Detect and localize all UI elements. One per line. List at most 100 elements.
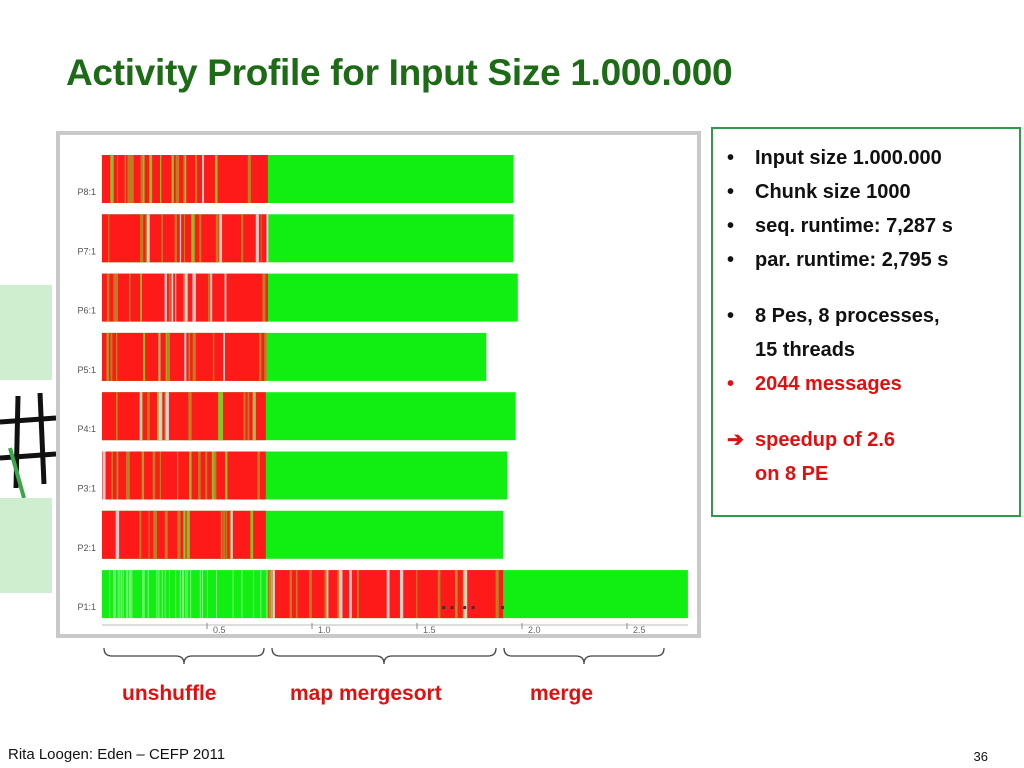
- bar-stripe: [266, 570, 268, 619]
- bar-stripe: [241, 570, 243, 619]
- info-item-label: par. runtime: 2,795 s: [755, 249, 949, 271]
- bullet-icon: •: [727, 373, 735, 395]
- bar-stripe: [148, 510, 150, 559]
- bar-stripe: [113, 570, 115, 619]
- bar-stripe: [295, 570, 298, 619]
- bar-stripe: [213, 451, 217, 500]
- chart-svg: 0.5 1.0 1.5 2.0 2.5 P8:1 P7:1 P6:1 P5:1 P4:1 P3:1 P…: [77, 155, 688, 634]
- bar-stripe: [339, 570, 343, 619]
- bar-stripe: [110, 155, 114, 203]
- bar-stripe: [160, 155, 162, 203]
- bar-stripe: [183, 273, 185, 322]
- bar-stripe: [259, 332, 262, 381]
- bar-stripe: [109, 570, 111, 619]
- info-spacer: [727, 401, 953, 423]
- bar-stripe: [324, 570, 328, 619]
- message-marker: [501, 606, 504, 610]
- bar-stripe: [177, 510, 181, 559]
- bar-stripe: [170, 273, 172, 322]
- bar-stripe: [108, 214, 110, 263]
- decorative-block-top: [0, 285, 52, 380]
- bar-stripe: [142, 155, 145, 203]
- x-tick-label: 2.0: [528, 625, 541, 634]
- bar-stripe: [226, 510, 228, 559]
- bar-stripe: [183, 510, 186, 559]
- bar-stripe: [127, 155, 131, 203]
- bar-stripe: [253, 392, 256, 441]
- bar-stripe: [183, 570, 185, 619]
- info-item-label: Chunk size 1000: [755, 181, 911, 203]
- bar-stripe: [131, 570, 133, 619]
- bar-stripe: [224, 273, 227, 322]
- bar-stripe: [126, 451, 128, 500]
- x-tick-label: 1.5: [423, 625, 436, 634]
- bar-stripe: [189, 451, 192, 500]
- decorative-block-bottom: [0, 498, 52, 593]
- brace-map-mergesort: [271, 647, 497, 665]
- bar-stripe: [124, 155, 127, 203]
- bar-stripe: [117, 570, 119, 619]
- bar-stripe: [153, 510, 157, 559]
- bar-stripe: [269, 570, 271, 619]
- bar-stripe: [166, 332, 170, 381]
- bar-stripe: [130, 155, 134, 203]
- bar-stripe: [255, 214, 259, 263]
- bar-stripe: [464, 570, 468, 619]
- activity-profile-chart: 0.5 1.0 1.5 2.0 2.5 P8:1 P7:1 P6:1 P5:1 P4:1 P3:1 P…: [56, 131, 701, 638]
- bar-stripe: [455, 570, 458, 619]
- bar-stripe: [128, 570, 130, 619]
- bar-stripe: [156, 570, 158, 619]
- bar-stripe: [184, 332, 187, 381]
- bar-stripe: [206, 570, 208, 619]
- page-number: 36: [973, 749, 988, 764]
- bar-stripe: [186, 510, 190, 559]
- bar-stripe: [437, 570, 441, 619]
- phase-braces: [103, 647, 665, 665]
- bar-stripe: [171, 273, 174, 322]
- bar-stripe: [186, 570, 188, 619]
- bar-stripe: [114, 273, 119, 322]
- phase-label-map-mergesort: map mergesort: [290, 682, 442, 705]
- arrow-right-icon: ➔: [727, 429, 744, 451]
- info-item-speedup: ➔ speedup of 2.6: [727, 423, 953, 457]
- bar-stripe: [183, 155, 186, 203]
- bar-stripe: [188, 332, 191, 381]
- bar-stripe: [143, 332, 146, 381]
- bar-stripe: [168, 570, 170, 619]
- bullet-icon: •: [727, 249, 735, 271]
- bar-stripe: [219, 214, 223, 263]
- info-item-label: seq. runtime: 7,287 s: [755, 215, 953, 237]
- info-box: • Input size 1.000.000 • Chunk size 1000 •…: [711, 127, 1021, 517]
- bar-stripe: [165, 392, 169, 441]
- bar-stripe: [386, 570, 390, 619]
- info-item-label: speedup of 2.6: [755, 429, 896, 451]
- bar-stripe: [177, 451, 179, 500]
- bar-stripe: [156, 392, 160, 441]
- bar-stripe: [357, 570, 359, 619]
- bar-stripe: [260, 570, 262, 619]
- bar-stripe: [260, 214, 262, 263]
- bar-stripe: [158, 570, 160, 619]
- bar-stripe: [140, 214, 144, 263]
- info-item-messages: • 2044 messages: [727, 367, 953, 401]
- message-marker: [442, 606, 446, 610]
- bar-stripe: [198, 451, 201, 500]
- chart-plot-area: 0.5 1.0 1.5 2.0 2.5 P8:1 P7:1 P6:1 P5:1 P4:1 P3:1 P…: [60, 135, 697, 634]
- bar-stripe: [190, 392, 192, 441]
- bar-stripe: [116, 155, 119, 203]
- bar-stripe: [164, 510, 168, 559]
- bar-stripe: [349, 570, 352, 619]
- bar-stripe: [106, 273, 110, 322]
- bar-stripe: [220, 510, 223, 559]
- bar-stripe: [243, 392, 246, 441]
- info-item-speedup-cont: on 8 PE: [727, 457, 953, 491]
- bar-stripe: [273, 570, 275, 619]
- bar-stripe: [211, 451, 216, 500]
- bar-stripe: [264, 332, 267, 381]
- bar-stripe: [218, 392, 222, 441]
- bar-stripe: [232, 570, 234, 619]
- bar-stripe: [158, 332, 161, 381]
- row-label: P5:1: [77, 365, 96, 375]
- bar-stripe: [223, 332, 225, 381]
- bar-stripe: [179, 570, 181, 619]
